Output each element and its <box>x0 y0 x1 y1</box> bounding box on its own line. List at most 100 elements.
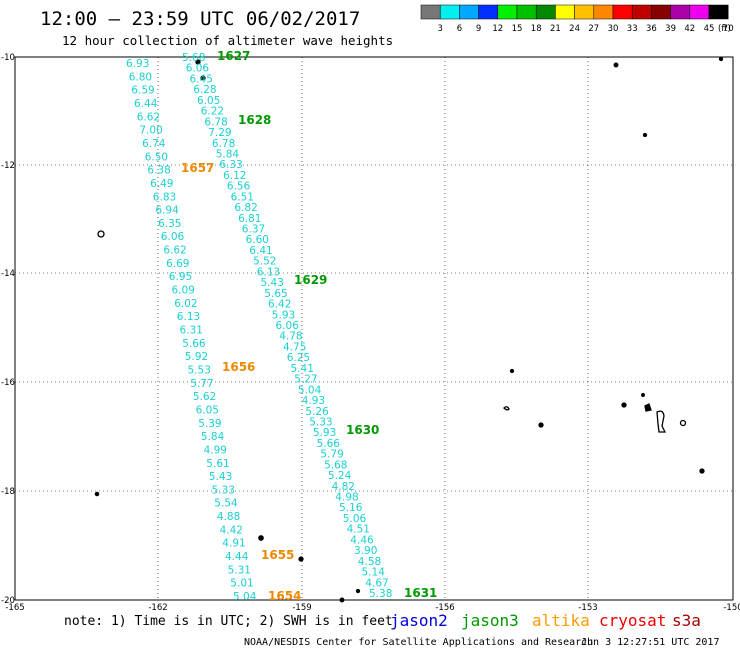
swh-value: 6.51 <box>231 191 254 203</box>
swh-value: 5.61 <box>206 458 229 470</box>
swh-value: 5.52 <box>253 256 276 268</box>
swh-value: 6.05 <box>196 404 219 416</box>
swh-value: 5.33 <box>309 417 332 429</box>
island <box>538 422 544 428</box>
legend-swatch <box>631 4 652 20</box>
island <box>621 402 627 408</box>
swh-value: 4.42 <box>220 524 243 536</box>
island <box>258 535 264 541</box>
swh-value: 6.35 <box>158 218 181 230</box>
lon-label: -159 <box>292 603 311 613</box>
island <box>97 230 105 238</box>
swh-value: 7.29 <box>208 127 231 139</box>
island <box>200 75 206 81</box>
legend-label: 36 <box>646 24 657 34</box>
legend-swatch <box>651 4 671 20</box>
lon-label: -156 <box>435 603 454 613</box>
swh-value: 6.13 <box>177 311 200 323</box>
legend-swatch <box>689 4 710 20</box>
swh-value: 6.69 <box>166 258 189 270</box>
swh-value: 6.78 <box>212 138 235 150</box>
legend-label: 15 <box>512 24 523 34</box>
lat-label: -16 <box>1 378 15 388</box>
swh-value: 5.24 <box>328 470 352 482</box>
legend-label: 24 <box>569 24 580 34</box>
time-labels: 1627 1628 1629 1630 1631 1657 1656 1655 1654 <box>181 49 437 603</box>
swh-value: 6.05 <box>197 95 220 107</box>
legend-swatch <box>535 4 556 20</box>
lat-label: -20 <box>1 596 15 606</box>
swh-value: 4.91 <box>222 538 245 550</box>
island <box>641 393 645 397</box>
swh-value: 4.98 <box>335 492 358 504</box>
satellite-jason2-label: jason2 <box>390 611 448 630</box>
legend-swatch <box>612 4 633 20</box>
island <box>355 588 361 594</box>
swh-value: 5.68 <box>324 459 347 471</box>
lon-label: -165 <box>5 603 24 613</box>
swh-value: 5.93 <box>313 427 336 439</box>
legend-label: 33 <box>627 24 638 34</box>
graticule <box>15 57 733 600</box>
legend-swatch <box>478 4 499 20</box>
time-label: 1655 <box>261 548 294 562</box>
credit-text: NOAA/NESDIS Center for Satellite Applica… <box>244 637 593 648</box>
latitude-labels: -10 -12 -14 -16 -18 -20 <box>1 53 15 606</box>
swh-value: 4.58 <box>358 556 381 568</box>
legend-label: 9 <box>476 24 481 34</box>
swh-value: 6.13 <box>257 266 280 278</box>
lon-label: -162 <box>148 603 167 613</box>
swh-value: 5.01 <box>230 578 253 590</box>
legend-swatch <box>516 4 537 20</box>
swh-value: 6.45 <box>190 73 213 85</box>
lat-label: -12 <box>1 161 15 171</box>
legend-swatch <box>555 4 575 20</box>
island <box>613 62 619 68</box>
legend-label: 42 <box>684 24 695 34</box>
swh-value: 5.92 <box>185 351 208 363</box>
lat-label: -14 <box>1 269 15 279</box>
swh-value: 6.33 <box>219 159 242 171</box>
altika-track: 6.936.806.596.446.627.006.746.506.386.49… <box>126 58 257 603</box>
swh-value: 3.90 <box>354 545 377 557</box>
swh-value: 5.84 <box>201 431 225 443</box>
swh-value: 4.88 <box>217 511 240 523</box>
swh-value: 6.06 <box>186 63 210 75</box>
swh-value: 5.16 <box>339 502 363 514</box>
legend-label: 30 <box>608 24 619 34</box>
swh-value: 6.22 <box>201 106 224 118</box>
swh-value: 6.44 <box>134 98 158 110</box>
legend-label: 27 <box>588 24 599 34</box>
swh-value: 5.68 <box>182 52 205 64</box>
island <box>718 56 724 62</box>
island <box>699 468 705 474</box>
swh-color-legend: 3 6 9 12 15 18 21 24 27 30 33 36 39 42 45 70(ft) <box>420 4 734 34</box>
swh-value: 5.84 <box>216 149 240 161</box>
satellite-s3a-label: s3a <box>672 611 701 630</box>
legend-swatch <box>420 4 441 20</box>
lat-label: -10 <box>1 53 15 63</box>
swh-value: 5.77 <box>190 378 213 390</box>
island <box>644 403 652 412</box>
swh-value: 6.50 <box>145 151 168 163</box>
time-label: 1631 <box>404 586 437 600</box>
legend-swatch <box>708 4 729 20</box>
map-subtitle: 12 hour collection of altimeter wave hei… <box>62 33 393 48</box>
legend-label: 3 <box>437 24 442 34</box>
swh-value: 4.78 <box>279 331 302 343</box>
legend-swatch <box>670 4 691 20</box>
swh-value: 6.60 <box>246 234 269 246</box>
island <box>94 491 100 497</box>
swh-value: 6.06 <box>161 231 185 243</box>
swh-value: 6.25 <box>287 352 310 364</box>
swh-value: 5.27 <box>294 374 317 386</box>
swh-value: 5.93 <box>272 309 295 321</box>
island <box>503 406 510 411</box>
legend-swatch <box>459 4 479 20</box>
satellite-cryosat-label: cryosat <box>599 611 666 630</box>
island <box>656 410 667 433</box>
swh-value: 5.79 <box>320 449 343 461</box>
time-label: 1628 <box>238 113 271 127</box>
swh-value: 6.59 <box>131 85 154 97</box>
longitude-labels: -165 -162 -159 -156 -153 -150 <box>5 603 740 613</box>
